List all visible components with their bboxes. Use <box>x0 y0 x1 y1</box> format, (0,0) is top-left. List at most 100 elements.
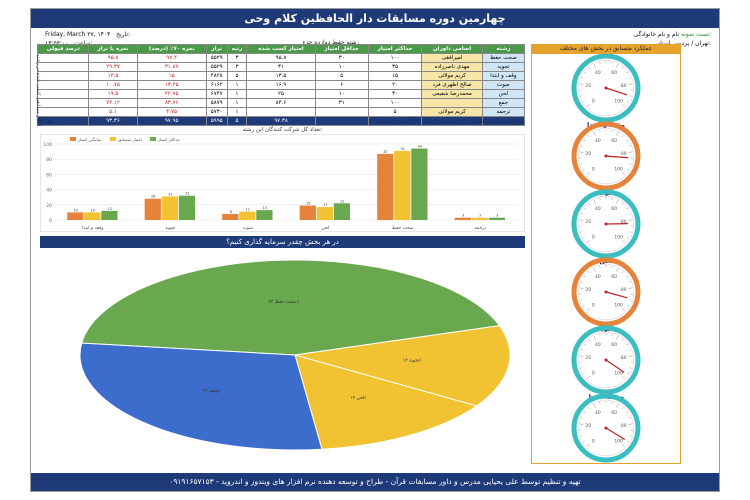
gauge-tick <box>628 219 633 221</box>
gauges-title: عملکرد متسابق در بخش های مختلف <box>531 44 681 54</box>
gauge-tick <box>582 372 585 375</box>
gauge-tick <box>626 343 628 346</box>
table-cell: ۶۱۶۲ <box>205 80 228 90</box>
table-cell: جمع <box>481 98 526 108</box>
table-cell: لحن <box>481 89 526 99</box>
bar <box>394 150 411 220</box>
gauge-needle <box>605 87 628 96</box>
gauge-tick <box>588 271 590 274</box>
gauge-tick <box>629 145 632 147</box>
gauge-tick <box>588 339 590 342</box>
bar <box>67 212 84 220</box>
gauge-tick <box>628 287 633 289</box>
bar-data-label: 3 <box>479 214 481 218</box>
gauge-tick <box>586 240 590 244</box>
table-row: ۲۹.۳۷ ۳۱.۸۷ ۵۵۲۹ ۳ ۳۱ ۱۰ ۳۵ مهدی ناصرزاده تجوید <box>36 62 526 72</box>
gauge-tick <box>616 335 619 340</box>
gauge-tick <box>629 435 632 437</box>
table-cell: ۴۸۲۸ <box>205 71 228 81</box>
gauge-tick <box>580 435 583 437</box>
table-cell: ۹۵.۸ <box>88 53 138 63</box>
gauge-tick-label: 100 <box>614 235 623 241</box>
table-cell: ۱۶.۹ <box>246 80 316 90</box>
pie-slice <box>79 342 323 451</box>
table-cell: ۱۰ <box>314 89 369 99</box>
gauge-tick <box>627 372 630 375</box>
province-field-label: استان: <box>656 40 711 47</box>
table-cell: ۵ <box>314 71 369 81</box>
gauge-tick <box>582 304 585 307</box>
gauge-tick <box>579 151 584 153</box>
gauge-tick <box>586 376 590 380</box>
x-category-label: وقف و ابتدا <box>82 226 104 231</box>
table-cell: ۵۵۲۹ <box>205 53 228 63</box>
table-cell: ۲۹.۳۷ <box>88 62 138 72</box>
gauge-tick <box>629 95 632 97</box>
gauge-tick <box>629 417 632 419</box>
table-cell: ۱ <box>226 80 248 90</box>
gauge-tick <box>616 63 619 68</box>
table-cell: ۱۰ <box>314 62 369 72</box>
gauge-tick <box>579 287 584 289</box>
gauge-tick <box>588 407 590 410</box>
gauge-tick <box>616 199 619 204</box>
table-cell: ۲۵ <box>246 89 316 99</box>
table-cell: ۳۱ <box>314 98 369 108</box>
bar-data-label: 28 <box>151 195 155 199</box>
gauge-tick <box>580 77 583 79</box>
bar <box>299 205 316 220</box>
table-header-cell: حداقل امتیاز <box>314 44 369 54</box>
gauge-tick <box>622 203 624 206</box>
table-cell <box>246 107 316 117</box>
y-tick-label: 60 <box>46 172 52 178</box>
gauge-tick <box>629 163 632 165</box>
table-cell: مهدی ناصرزاده <box>421 62 483 72</box>
legend-swatch <box>150 137 156 141</box>
table-cell: ۹۵.۸ <box>246 53 316 63</box>
formula-note: نمره نهایی(صحت حفظ ۷۰٪ + صحت قرائت ۳۰٪) … <box>378 119 525 125</box>
table-cell: ۳ <box>226 53 248 63</box>
gauge-tick-label: 100 <box>614 371 623 377</box>
gauge-tick-label: 20 <box>585 287 591 293</box>
count-value: ۶ نفر <box>40 119 53 125</box>
gauge-hub <box>604 86 608 90</box>
table-cell: ۳۱ <box>246 62 316 72</box>
table-row: ۵.۱ ۴.۷۵ ۵۷۳۰ ۱ ۵ کریم مولائی ترجمه <box>36 107 526 117</box>
gauge-tick <box>593 335 596 340</box>
pie-slice <box>294 325 511 407</box>
gauge-tick-label: 20 <box>585 219 591 225</box>
pie-chart-title: در هر بخش چقدر سرمایه گذاری کنیم؟ <box>40 236 525 248</box>
table-cell: ۱۵ <box>136 71 207 81</box>
gauge-tick <box>580 163 583 165</box>
gauge-ring <box>571 54 641 123</box>
gauge-tick-label: 20 <box>585 423 591 429</box>
participant-info: تست نمونه نام و نام خانوادگی: تهران / پر… <box>634 30 711 48</box>
gauge-tick-label: 0 <box>592 99 595 105</box>
gauge-tick <box>584 139 586 142</box>
gauge-tick-label: 80 <box>621 423 627 429</box>
gauge-tick <box>586 172 590 176</box>
bar <box>454 217 471 220</box>
gauge-tick <box>580 299 583 301</box>
gauge-tick <box>627 100 630 103</box>
table-header-cell: نمره ۷۰٪ (درصد) <box>136 44 207 54</box>
table-row: ۹۵.۸ ۹۷.۴ ۵۵۲۹ ۳ ۹۵.۸ ۳۰ ۱۰۰ امیرافقی صحت حفظ <box>36 53 526 63</box>
gauge-tick <box>622 271 624 274</box>
bar-data-label: 3 <box>496 214 498 218</box>
gauge-tick-label: 0 <box>592 371 595 377</box>
table-cell: ۳۰ <box>367 89 423 99</box>
gauge-tick <box>586 308 590 312</box>
gauge-tick <box>588 203 590 206</box>
pie-slice <box>294 354 478 450</box>
bar-legend: میانگین امتیاز امتیاز متسابق حداکثر امتیاز <box>70 137 180 142</box>
gauge-tick <box>622 308 626 312</box>
time-value: ۱۳:۵۳:۰۰ <box>45 40 69 47</box>
gauge-tick-label: 0 <box>592 303 595 309</box>
gauge: 0 20 40 60 80 100 ترجمه <box>571 393 641 464</box>
gauge-tick <box>580 367 583 369</box>
table-cell: تجوید <box>481 62 526 72</box>
table-cell: ترجمه <box>481 107 526 117</box>
table-row: ۱۴.۵ ۱۵ ۴۸۲۸ ۵ ۱۳.۵ ۵ ۱۵ کریم مولائی وقف و ابتدا <box>36 71 526 81</box>
